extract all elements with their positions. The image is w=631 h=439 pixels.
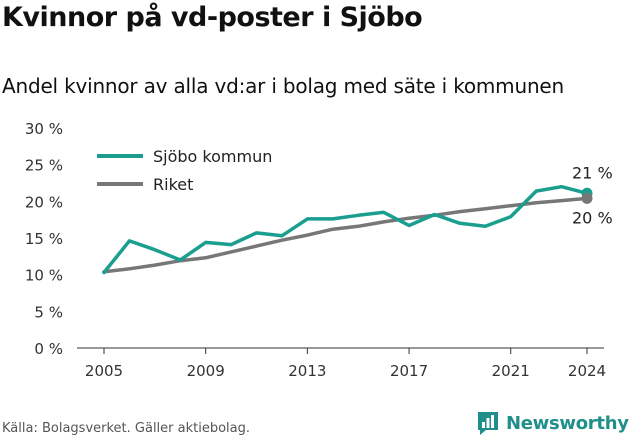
x-tick-label: 2017	[390, 362, 428, 380]
end-label-riket: 20 %	[572, 208, 613, 227]
y-tick-label: 0 %	[34, 340, 63, 358]
y-tick-label: 20 %	[25, 193, 63, 211]
series-line-sjobo	[102, 184, 589, 275]
x-tick-label: 2024	[568, 362, 606, 380]
end-label-sjobo: 21 %	[572, 163, 613, 182]
chart-subtitle: Andel kvinnor av alla vd:ar i bolag med …	[2, 74, 564, 98]
x-tick-label: 2013	[288, 362, 326, 380]
newsworthy-bar-chart-icon	[478, 412, 498, 435]
line-chart: 0 % 5 % 10 % 15 % 20 % 25 % 30 % 2005 2009 2013 20…	[25, 120, 613, 380]
source-note: Källa: Bolagsverket. Gäller aktiebolag.	[2, 421, 251, 436]
x-tick-label: 2005	[85, 362, 123, 380]
legend-label-sjobo: Sjöbo kommun	[153, 147, 272, 166]
y-tick-label: 25 %	[25, 157, 63, 175]
y-tick-label: 10 %	[25, 267, 63, 285]
y-tick-label: 15 %	[25, 230, 63, 248]
end-point-riket	[581, 192, 593, 204]
y-tick-label: 30 %	[25, 120, 63, 138]
brand-name: Newsworthy	[506, 412, 629, 434]
legend-label-riket: Riket	[153, 175, 193, 194]
x-tick-label: 2009	[187, 362, 225, 380]
brand-logo: Newsworthy	[476, 409, 629, 437]
series-line-riket	[102, 196, 589, 274]
chart-title: Kvinnor på vd-poster i Sjöbo	[2, 2, 423, 33]
x-tick-label: 2021	[492, 362, 530, 380]
y-tick-label: 5 %	[34, 303, 63, 321]
